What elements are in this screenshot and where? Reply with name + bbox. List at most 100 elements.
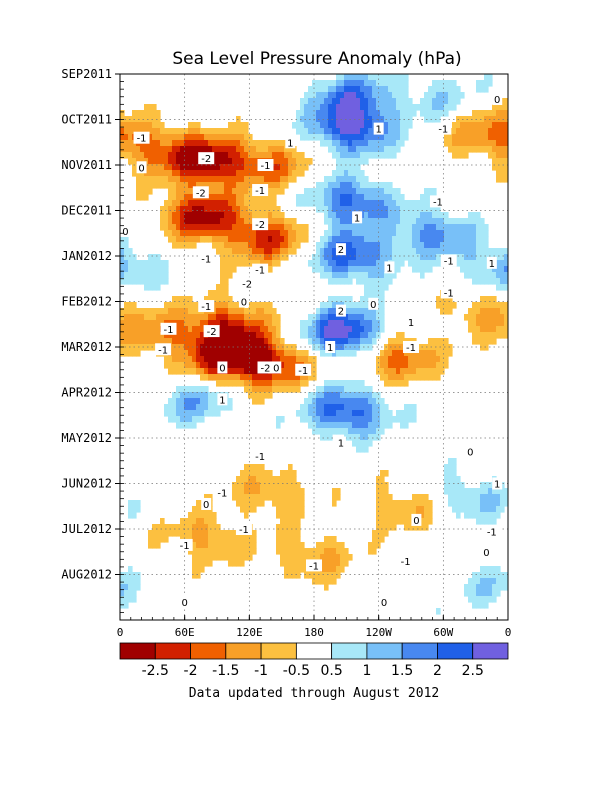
field-cell	[380, 500, 385, 507]
field-cell	[320, 140, 325, 147]
field-cell	[320, 434, 325, 441]
field-cell	[500, 158, 505, 165]
field-cell	[396, 266, 401, 273]
field-cell	[336, 122, 341, 129]
contour-label-bg	[120, 224, 131, 237]
field-cell	[124, 278, 129, 285]
field-cell	[332, 332, 337, 339]
field-cell	[504, 500, 508, 507]
field-cell	[340, 344, 345, 351]
field-cell	[268, 218, 273, 225]
field-cell	[360, 326, 365, 333]
field-cell	[340, 158, 345, 165]
field-cell	[468, 128, 473, 135]
field-cell	[360, 206, 365, 213]
field-cell	[320, 398, 325, 405]
field-cell	[376, 116, 381, 123]
field-cell	[264, 326, 269, 333]
field-cell	[476, 266, 481, 273]
field-cell	[332, 326, 337, 333]
field-cell	[396, 416, 401, 423]
field-cell	[444, 218, 449, 225]
field-cell	[420, 272, 425, 279]
field-cell	[128, 332, 133, 339]
field-cell	[244, 374, 249, 381]
field-cell	[356, 344, 361, 351]
field-cell	[408, 224, 413, 231]
field-cell	[172, 392, 177, 399]
field-cell	[372, 392, 377, 399]
field-cell	[260, 392, 265, 399]
field-cell	[148, 116, 153, 123]
field-cell	[420, 206, 425, 213]
field-cell	[236, 140, 241, 147]
field-cell	[388, 200, 393, 207]
field-cell	[280, 242, 285, 249]
field-cell	[388, 338, 393, 345]
field-cell	[268, 140, 273, 147]
field-cell	[380, 260, 385, 267]
field-cell	[344, 398, 349, 405]
field-cell	[316, 134, 321, 141]
field-cell	[464, 590, 469, 597]
field-cell	[228, 224, 233, 231]
field-cell	[412, 506, 417, 513]
field-cell	[148, 542, 153, 549]
field-cell	[420, 110, 425, 117]
field-cell	[348, 320, 353, 327]
field-cell	[236, 350, 241, 357]
field-cell	[436, 230, 441, 237]
field-cell	[232, 254, 237, 261]
field-cell	[408, 218, 413, 225]
field-cell	[304, 92, 309, 99]
field-cell	[400, 104, 405, 111]
field-cell	[384, 422, 389, 429]
field-cell	[232, 488, 237, 495]
field-cell	[364, 230, 369, 237]
field-cell	[456, 506, 461, 513]
contour-label: 1	[354, 213, 360, 224]
field-cell	[372, 536, 377, 543]
field-cell	[352, 224, 357, 231]
field-cell	[124, 152, 129, 159]
field-cell	[500, 482, 505, 489]
field-cell	[352, 74, 357, 81]
field-cell	[388, 278, 393, 285]
field-cell	[400, 224, 405, 231]
field-cell	[332, 182, 337, 189]
field-cell	[300, 512, 305, 519]
colorbar: -2.5 -2 -1.5 -1 -0.5 0.5 1 1.5 2 2.5	[119, 642, 509, 679]
field-cell	[476, 332, 481, 339]
field-cell	[200, 512, 205, 519]
field-cell	[348, 224, 353, 231]
field-cell	[284, 518, 289, 525]
field-cell	[416, 200, 421, 207]
field-cell	[196, 164, 201, 171]
field-cell	[292, 350, 297, 357]
field-cell	[188, 164, 193, 171]
field-cell	[200, 212, 205, 219]
field-cell	[220, 188, 225, 195]
field-cell	[244, 206, 249, 213]
field-cell	[204, 548, 209, 555]
field-cell	[244, 128, 249, 135]
field-cell	[360, 320, 365, 327]
field-cell	[368, 266, 373, 273]
field-cell	[340, 164, 345, 171]
field-cell	[200, 560, 205, 567]
field-cell	[320, 242, 325, 249]
field-cell	[156, 146, 161, 153]
field-cell	[200, 140, 205, 147]
contour-label: -1	[201, 254, 211, 265]
field-cell	[332, 536, 337, 543]
field-cell	[396, 332, 401, 339]
field-cell	[320, 182, 325, 189]
field-cell	[164, 266, 169, 273]
field-cell	[276, 146, 281, 153]
field-cell	[264, 350, 269, 357]
field-cell	[176, 344, 181, 351]
field-cell	[120, 110, 125, 117]
field-cell	[280, 482, 285, 489]
field-cell	[256, 308, 261, 315]
field-cell	[384, 134, 389, 141]
